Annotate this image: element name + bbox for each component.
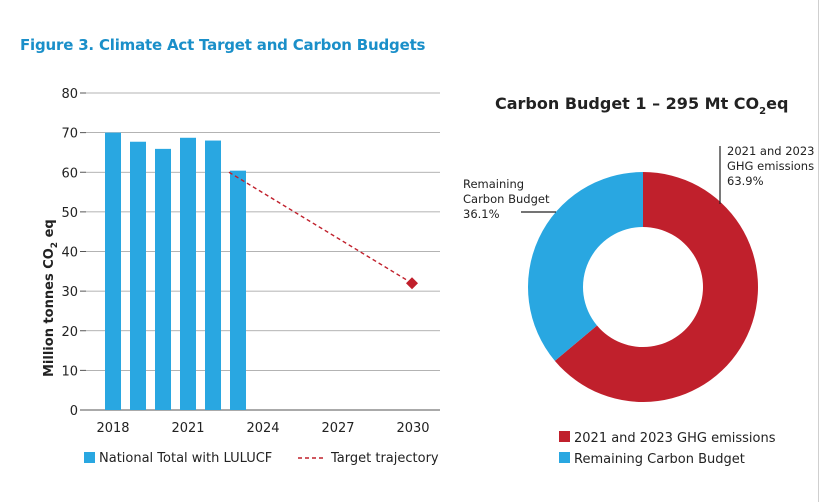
- bar-chart-x-ticks: 2018 2021 2024 2027 2030: [96, 421, 429, 436]
- bar-2021: [180, 137, 196, 410]
- y-tick-label-70: 70: [61, 127, 78, 142]
- legend-label-national-total: National Total with LULUCF: [99, 451, 272, 466]
- y-tick-label-20: 20: [61, 325, 78, 340]
- y-tick-label-30: 30: [61, 285, 78, 300]
- legend-label-target-trajectory: Target trajectory: [330, 451, 439, 466]
- x-tick-label-2018: 2018: [96, 421, 129, 436]
- x-tick-label-2027: 2027: [321, 421, 354, 436]
- bar-2018: [105, 132, 121, 410]
- callout-label-remaining-line-1: Carbon Budget: [463, 192, 550, 206]
- target-trajectory: [228, 171, 418, 290]
- pie-slice-remaining-budget: [528, 171, 643, 361]
- callout-label-remaining-line-0: Remaining: [463, 177, 524, 191]
- y-tick-label-10: 10: [61, 364, 78, 379]
- bar-2019: [130, 141, 146, 410]
- legend-label-remaining-budget: Remaining Carbon Budget: [574, 452, 745, 467]
- bar-chart-bars: [105, 132, 246, 411]
- legend-swatch-remaining-budget: [559, 452, 570, 463]
- legend-swatch-ghg-emissions: [559, 431, 570, 442]
- legend-label-ghg-emissions: 2021 and 2023 GHG emissions: [574, 431, 776, 446]
- pie-chart-legend: 2021 and 2023 GHG emissions Remaining Ca…: [559, 431, 776, 467]
- y-tick-label-50: 50: [61, 206, 78, 221]
- x-tick-label-2030: 2030: [396, 421, 429, 436]
- y-tick-label-0: 0: [70, 404, 78, 419]
- x-tick-label-2024: 2024: [246, 421, 279, 436]
- pie-chart-slices: [528, 171, 758, 402]
- pie-chart-title: Carbon Budget 1 – 295 Mt CO2eq: [495, 94, 788, 117]
- x-tick-label-2021: 2021: [171, 421, 204, 436]
- bar-2022: [205, 140, 221, 411]
- callout-label-ghg-line-0: 2021 and 2023: [727, 144, 814, 158]
- target-trajectory-line: [228, 171, 413, 284]
- figure-title: Figure 3. Climate Act Target and Carbon …: [20, 36, 426, 54]
- bar-chart-legend: National Total with LULUCF Target trajec…: [84, 451, 439, 466]
- page-edge-border: [818, 0, 819, 502]
- bar-chart-y-ticks: 0 10 20 30 40 50 60 70 80: [61, 87, 86, 419]
- callout-label-remaining-line-2: 36.1%: [463, 207, 500, 221]
- y-tick-label-60: 60: [61, 166, 78, 181]
- bar-2023: [230, 170, 246, 410]
- pie-chart: Carbon Budget 1 – 295 Mt CO2eq 2021 and …: [463, 94, 814, 467]
- legend-swatch-national-total: [84, 452, 95, 463]
- target-point-2030: [406, 277, 418, 290]
- callout-label-ghg-line-1: GHG emissions: [727, 159, 814, 173]
- pie-slice-ghg-emissions: [554, 171, 758, 402]
- y-tick-label-80: 80: [61, 87, 78, 102]
- callout-label-ghg-line-2: 63.9%: [727, 174, 764, 188]
- bar-chart-y-label: Million tonnes CO2 eq: [42, 219, 60, 377]
- y-tick-label-40: 40: [61, 246, 78, 261]
- bar-2020: [155, 148, 171, 410]
